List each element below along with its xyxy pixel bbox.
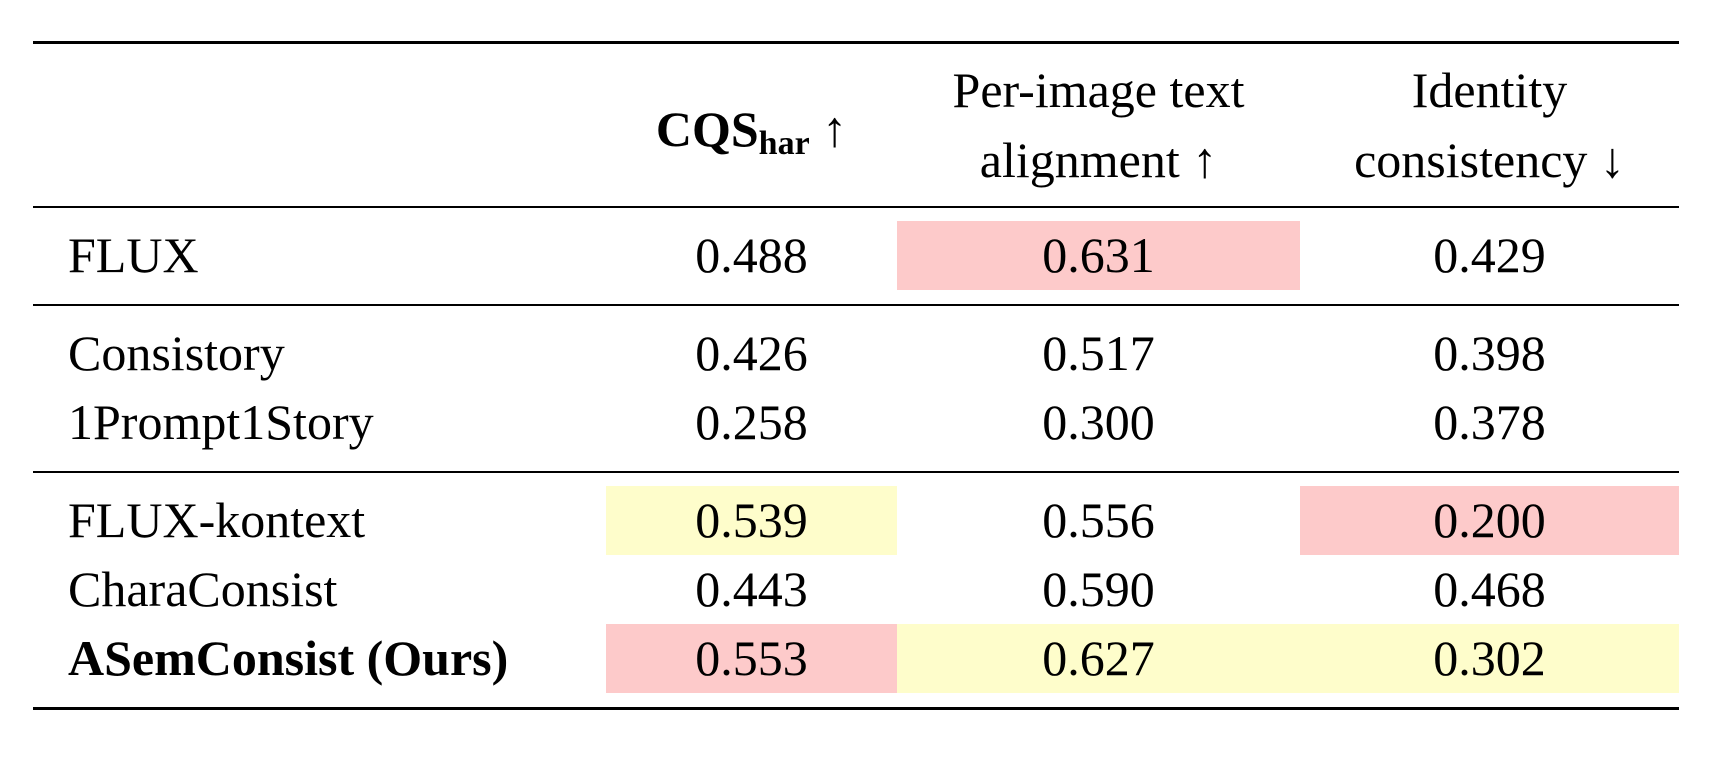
column-header: alignment ↑ (979, 132, 1218, 188)
cell-value: 0.300 (1042, 394, 1155, 450)
cell-highlight (606, 624, 897, 693)
row-name: 1Prompt1Story (68, 394, 374, 450)
cell-highlight (1300, 624, 1679, 693)
cell-value: 0.631 (1042, 227, 1155, 283)
row-name: Consistory (68, 325, 285, 381)
table-rule (33, 304, 1679, 306)
row-name: FLUX (68, 227, 199, 283)
cell-value: 0.553 (695, 630, 808, 686)
table-rule (33, 471, 1679, 473)
cell-value: 0.443 (695, 561, 808, 617)
cell-value: 0.429 (1433, 227, 1546, 283)
column-header: CQShar ↑ (606, 99, 897, 174)
column-header: Per-image text (952, 62, 1245, 118)
cell-value: 0.627 (1042, 630, 1155, 686)
table-rule (33, 706, 1679, 710)
cell-value: 0.517 (1042, 325, 1155, 381)
cell-highlight (897, 624, 1300, 693)
cell-value: 0.539 (695, 492, 808, 548)
column-header: consistency ↓ (1354, 132, 1625, 188)
cell-value: 0.590 (1042, 561, 1155, 617)
cell-value: 0.488 (695, 227, 808, 283)
table-rule (33, 206, 1679, 208)
cell-value: 0.200 (1433, 492, 1546, 548)
cell-value: 0.302 (1433, 630, 1546, 686)
header-sub: har (758, 125, 810, 162)
cell-highlight (606, 486, 897, 555)
row-name: ASemConsist (Ours) (68, 630, 509, 686)
cell-value: 0.398 (1433, 325, 1546, 381)
column-header: Identity (1411, 62, 1568, 118)
row-name: CharaConsist (68, 561, 338, 617)
cell-value: 0.556 (1042, 492, 1155, 548)
header-arrow: ↑ (822, 101, 848, 157)
header-main: CQS (655, 101, 759, 157)
cell-value: 0.258 (695, 394, 808, 450)
cell-value: 0.426 (695, 325, 808, 381)
cell-value: 0.378 (1433, 394, 1546, 450)
cell-value: 0.468 (1433, 561, 1546, 617)
cell-highlight (897, 221, 1300, 290)
cell-highlight (1300, 486, 1679, 555)
row-name: FLUX-kontext (68, 492, 366, 548)
table-rule (33, 40, 1679, 44)
